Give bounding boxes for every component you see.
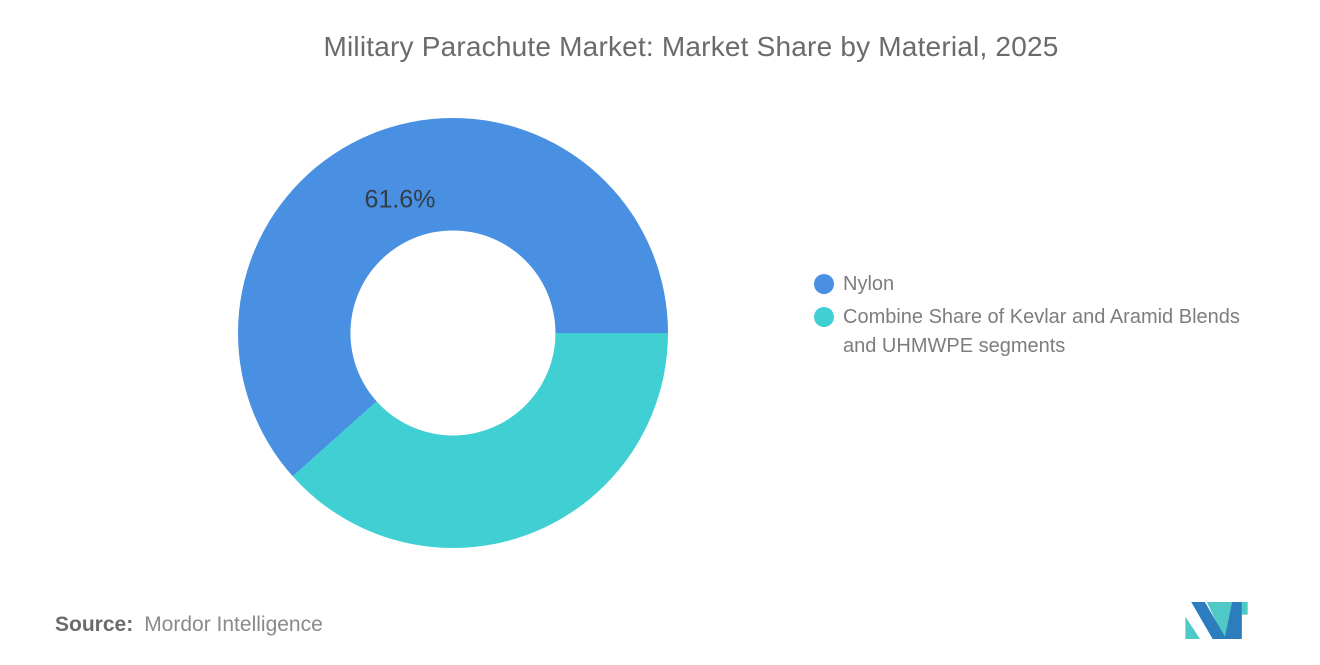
legend-label-line: and UHMWPE segments xyxy=(843,335,1066,357)
donut-hole xyxy=(350,230,556,436)
source-label: Source: xyxy=(55,613,134,636)
legend-label-kevlar-blend: Combine Share of Kevlar and Aramid Blend… xyxy=(843,303,1240,361)
legend-item-nylon[interactable]: Nylon xyxy=(814,270,1240,299)
mordor-intelligence-logo xyxy=(1185,602,1248,639)
footer: Source: Mordor Intelligence xyxy=(55,612,323,638)
legend-marker-nylon xyxy=(814,274,834,294)
legend-label-line: Nylon xyxy=(843,273,895,295)
legend-marker-kevlar-blend xyxy=(814,307,834,327)
chart-title: Military Parachute Market: Market Share … xyxy=(323,31,1059,62)
logo-teal-left-triangle xyxy=(1185,616,1200,639)
legend-item-kevlar-blend[interactable]: Combine Share of Kevlar and Aramid Blend… xyxy=(814,303,1240,361)
logo-teal-top-right xyxy=(1241,602,1248,615)
logo-blue-left-diagonal xyxy=(1191,602,1227,639)
donut-chart[interactable]: 61.6% xyxy=(238,118,668,548)
legend: Nylon Combine Share of Kevlar and Aramid… xyxy=(814,270,1240,365)
logo-teal-valley-wedge xyxy=(1206,602,1233,639)
legend-label-line: Combine Share of Kevlar and Aramid Blend… xyxy=(843,306,1240,328)
slice-data-label: 61.6% xyxy=(364,185,436,214)
source-value: Mordor Intelligence xyxy=(144,613,323,636)
logo-blue-right-bar xyxy=(1224,602,1242,639)
legend-label-nylon: Nylon xyxy=(843,270,894,299)
